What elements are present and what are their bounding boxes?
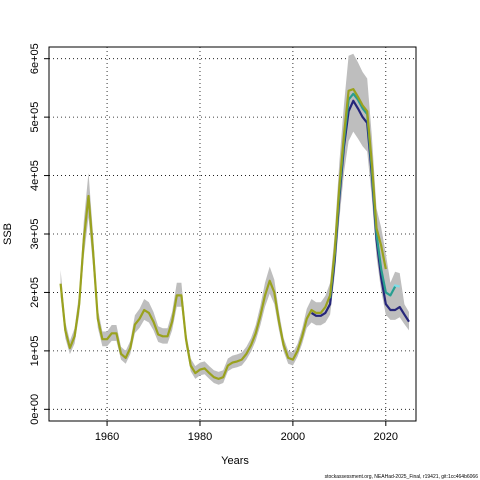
series-line-3	[59, 88, 387, 380]
x-axis-title: Years	[221, 455, 249, 467]
ssb-confidence-band	[60, 53, 409, 385]
y-tick-label: 4e+05	[29, 160, 41, 191]
footer-text: stockassessment.org, NEAHad-2025_Final, …	[325, 474, 479, 480]
y-axis-title: SSB	[2, 223, 14, 245]
y-tick-label: 3e+05	[29, 219, 41, 250]
y-tick-label: 6e+05	[29, 43, 41, 74]
y-tick-label: 2e+05	[29, 277, 41, 308]
x-tick-label: 2020	[374, 431, 398, 443]
x-tick-label: 2000	[281, 431, 305, 443]
y-axis: 0e+00 1e+05 2e+05 3e+05 4e+05 5e+05 6e+05	[29, 43, 49, 425]
y-tick-label: 5e+05	[29, 102, 41, 133]
y-tick-label: 1e+05	[29, 335, 41, 366]
confidence-band	[60, 53, 409, 385]
series-lines	[59, 88, 410, 380]
x-tick-label: 1980	[188, 431, 212, 443]
y-tick-label: 0e+00	[29, 394, 41, 425]
series-line-1	[310, 99, 410, 323]
x-tick-label: 1960	[95, 431, 119, 443]
x-axis: 1960 1980 2000 2020	[95, 421, 398, 443]
